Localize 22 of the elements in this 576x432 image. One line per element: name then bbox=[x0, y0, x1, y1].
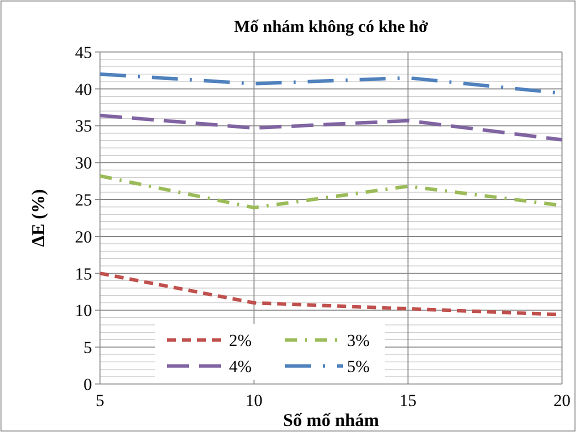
legend-label: 5% bbox=[347, 356, 370, 376]
line-series bbox=[98, 114, 564, 142]
legend-label: 2% bbox=[229, 330, 252, 350]
y-tick-label: 45 bbox=[75, 42, 92, 62]
x-tick-label: 10 bbox=[246, 391, 262, 410]
y-tick-label: 0 bbox=[84, 374, 92, 394]
chart-title: Mố nhám không có khe hở bbox=[234, 17, 429, 36]
y-tick-label: 30 bbox=[75, 154, 92, 173]
x-axis-title: Số mố nhám bbox=[282, 410, 380, 430]
y-tick-label: 15 bbox=[75, 264, 92, 284]
y-tick-label: 20 bbox=[75, 227, 92, 246]
y-tick-label: 35 bbox=[75, 116, 92, 136]
legend-label: 4% bbox=[229, 356, 252, 376]
legend-label: 3% bbox=[347, 330, 370, 350]
y-tick-label: 10 bbox=[75, 301, 92, 320]
y-tick-label: 25 bbox=[75, 190, 92, 210]
y-tick-label: 40 bbox=[75, 80, 92, 99]
y-axis-title: ΔE (%) bbox=[28, 189, 48, 247]
x-tick-label: 5 bbox=[96, 391, 104, 410]
x-tick-label: 15 bbox=[400, 391, 416, 410]
x-tick-label: 20 bbox=[554, 391, 570, 410]
y-tick-label: 5 bbox=[84, 338, 92, 358]
